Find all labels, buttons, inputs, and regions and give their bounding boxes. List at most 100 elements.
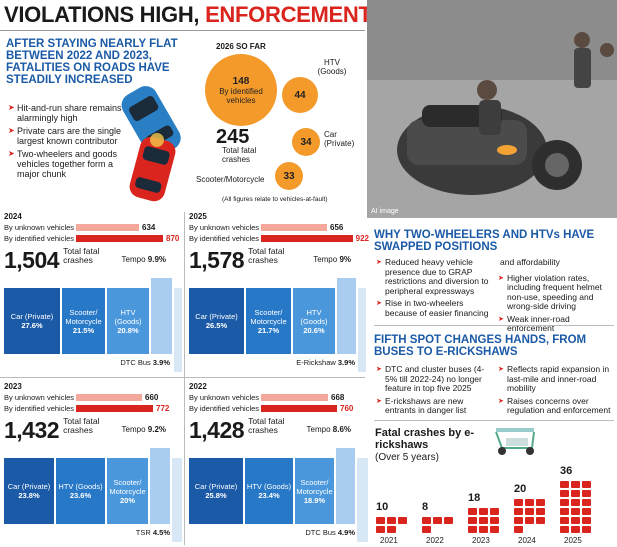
why-bullet: Reduced heavy vehicle presence due to GR… <box>376 257 494 296</box>
fifth-value: 3.9% <box>152 358 170 367</box>
identified-value: 760 <box>340 403 354 413</box>
tempo-name: Tempo <box>306 425 331 434</box>
tempo-label: Tempo 9.9% <box>122 255 166 264</box>
segment-name: Car (Private) <box>194 482 238 491</box>
segment-pct: 23.8% <box>18 491 40 500</box>
bubble-scooter-value: 33 <box>283 170 295 182</box>
total-row: 1,578 Total fatal crashes Tempo 9% <box>189 247 369 274</box>
segment-pct: 26.5% <box>205 321 228 330</box>
bar-unit <box>571 508 580 515</box>
fifth-name: DTC Bus <box>120 358 151 367</box>
bar-unit <box>536 499 545 506</box>
bubble-identified-value: 148 <box>232 75 250 87</box>
panel-year: 2023 <box>4 382 22 391</box>
share-segment: HTV (Goods) 23.6% <box>56 458 105 524</box>
divider <box>0 377 365 378</box>
bar-unit <box>376 517 385 524</box>
bar-unit <box>490 517 499 524</box>
bar-unit <box>582 490 591 497</box>
accident-illustration <box>367 0 617 218</box>
tempo-value: 9.2% <box>147 425 166 434</box>
segment-pct: 27.6% <box>21 321 43 330</box>
tempo-segment <box>336 448 355 524</box>
why-col2: and affordability Higher violation rates… <box>498 257 616 334</box>
why-bullet: Weak inner-road enforcement <box>498 314 616 334</box>
divider <box>374 420 614 421</box>
share-segment: Scooter/ Motorcycle 21.5% <box>62 288 105 354</box>
crashed-cars-illustration <box>121 86 181 202</box>
accident-photo: AI image <box>367 0 617 218</box>
bar-2021 <box>376 517 407 533</box>
bar-unit <box>536 517 545 524</box>
why-bullet: Rise in two-wheelers because of easier f… <box>376 298 494 318</box>
fifth-spot-heading: FIFTH SPOT CHANGES HANDS, FROM BUSES TO … <box>374 334 587 358</box>
share-stack: Car (Private) 26.5% Scooter/ Motorcycle 21.… <box>189 278 366 372</box>
year-panel-2022: 2022 By unknown vehicles 668 By identifi… <box>189 382 369 547</box>
bar-unit <box>536 508 545 515</box>
total-row: 1,432 Total fatal crashes Tempo 9.2% <box>4 417 184 444</box>
tempo-segment <box>151 278 172 354</box>
segment-pct: 25.8% <box>205 491 227 500</box>
year-panel-2023: 2023 By unknown vehicles 660 By identifi… <box>4 382 184 547</box>
tempo-segment <box>150 448 170 524</box>
total-label: Total fatal crashes <box>63 416 100 435</box>
bar-unit <box>479 508 488 515</box>
bubble-htv-value: 44 <box>294 89 306 101</box>
segment-name: HTV (Goods) <box>58 482 103 491</box>
bar-unit <box>490 526 499 533</box>
bar-unit <box>525 517 534 524</box>
bar-unit <box>444 517 453 524</box>
identified-bar <box>76 404 153 412</box>
unknown-value: 634 <box>142 222 156 232</box>
year-panel-2025: 2025 By unknown vehicles 656 By identifi… <box>189 212 369 377</box>
identified-row: By identified vehicles 772 <box>4 403 184 413</box>
bar-unit <box>514 508 523 515</box>
share-stack: Car (Private) 23.8% HTV (Goods) 23.6% Scoote… <box>4 448 182 542</box>
fifth-bullet: Reflects rapid expansion in last-mile an… <box>498 364 616 394</box>
unknown-value: 668 <box>331 392 345 402</box>
total-row: 1,504 Total fatal crashes Tempo 9.9% <box>4 247 184 274</box>
bar-unit <box>582 499 591 506</box>
segment-name: Scooter/ Motorcycle <box>109 477 146 496</box>
fifth-segment <box>174 288 182 372</box>
unknown-label: By unknown vehicles <box>4 392 75 402</box>
unknown-bar <box>76 393 142 401</box>
bar-unit <box>468 526 477 533</box>
headline: VIOLATIONS HIGH, ENFORCEMENT LOW <box>4 2 428 28</box>
bubbles-title: 2026 SO FAR <box>216 42 266 51</box>
chart-title: Fatal crashes by e-rickshaws <box>375 427 475 451</box>
fifth-col2: Reflects rapid expansion in last-mile an… <box>498 364 616 416</box>
tempo-label: Tempo 9.2% <box>122 425 166 434</box>
bar-unit <box>490 508 499 515</box>
bar-unit <box>571 481 580 488</box>
bar-unit <box>571 517 580 524</box>
total-2026-label: Total fatal crashes <box>222 146 257 164</box>
identified-bar <box>261 404 337 412</box>
bar-unit <box>582 481 591 488</box>
bar-unit <box>387 526 396 533</box>
identified-label: By identified vehicles <box>4 233 75 243</box>
segment-name: Scooter/ Motorcycle <box>296 477 333 496</box>
bar-unit <box>479 517 488 524</box>
identified-row: By identified vehicles 870 <box>4 233 184 243</box>
total-row: 1,428 Total fatal crashes Tempo 8.6% <box>189 417 369 444</box>
tempo-label: Tempo 8.6% <box>307 425 351 434</box>
photo-credit: AI image <box>371 208 399 215</box>
total-2026-value: 245 <box>216 126 250 148</box>
erickshaw-chart: 10 2021 8 2022 18 2023 20 2024 36 2025 <box>374 460 614 545</box>
bar-unit <box>468 517 477 524</box>
tempo-segment <box>337 278 356 354</box>
bar-unit <box>514 499 523 506</box>
segment-name: HTV (Goods) <box>246 482 292 491</box>
htv-label: HTV (Goods) <box>317 58 347 76</box>
unknown-value: 660 <box>145 392 159 402</box>
total-value: 1,578 <box>189 247 245 273</box>
panel-year: 2025 <box>189 212 207 221</box>
year-panel-2024: 2024 By unknown vehicles 634 By identifi… <box>4 212 184 377</box>
identified-label: By identified vehicles <box>189 233 260 243</box>
share-stack: Car (Private) 27.6% Scooter/ Motorcycle 21.… <box>4 278 182 372</box>
scooter-label: Scooter/Motorcycle <box>196 175 265 184</box>
unknown-value: 656 <box>330 222 344 232</box>
bar-2023 <box>468 508 499 533</box>
share-segment: Scooter/ Motorcycle 21.7% <box>246 288 291 354</box>
